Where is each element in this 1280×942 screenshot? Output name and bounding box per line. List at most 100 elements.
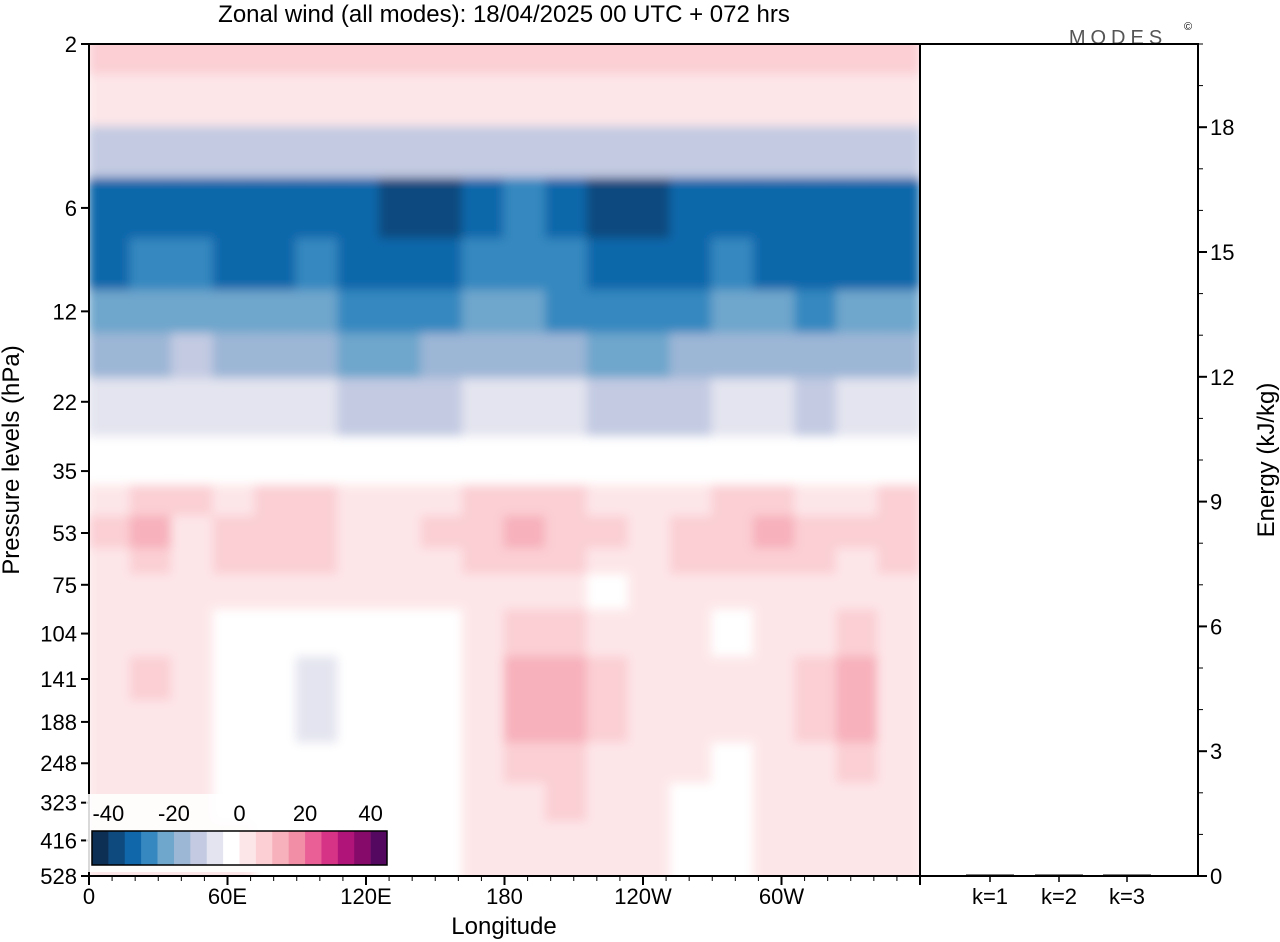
field-cell [752, 700, 797, 744]
field-cell [129, 289, 174, 334]
field-cell [337, 700, 381, 744]
field-cell [337, 332, 381, 379]
field-cell [129, 238, 174, 291]
y-tick-label: 141 [40, 667, 77, 692]
field-cell [877, 515, 920, 550]
field-cell [711, 332, 755, 379]
field-cell [89, 609, 132, 658]
field-cell [171, 515, 215, 550]
field-cell [461, 858, 506, 876]
field-cell [794, 126, 838, 179]
field-cell [835, 821, 880, 860]
field-cell [877, 436, 920, 486]
field-cell [545, 436, 589, 486]
energy-category-label: k=3 [1109, 884, 1145, 909]
field-cell [752, 126, 797, 179]
field-cell [171, 609, 215, 658]
field-cell [835, 332, 880, 379]
field-cell [545, 289, 589, 334]
y-tick-label: 6 [65, 196, 77, 221]
field-cell [129, 742, 174, 784]
field-cell [752, 821, 797, 860]
field-cell [378, 742, 423, 784]
colorbar-tick-label: -40 [92, 801, 124, 826]
energy-axis-label: Energy (kJ/kg) [1253, 383, 1280, 538]
field-cell [129, 515, 174, 550]
field-cell [711, 289, 755, 334]
field-cell [877, 332, 920, 379]
energy-category-label: k=2 [1041, 884, 1077, 909]
field-cell [669, 858, 714, 876]
field-cell [545, 484, 589, 517]
field-cell [545, 332, 589, 379]
field-cell [171, 574, 215, 611]
field-cell [420, 177, 464, 240]
field-cell [378, 548, 423, 576]
field-cell [794, 656, 838, 702]
field-cell [89, 126, 132, 179]
y-tick-label: 35 [53, 459, 77, 484]
field-cell [337, 378, 381, 438]
energy-tick-label: 15 [1210, 240, 1234, 265]
field-cell [461, 332, 506, 379]
field-cell [586, 332, 631, 379]
field-cell [129, 548, 174, 576]
field-cell [545, 783, 589, 823]
field-cell [628, 44, 672, 76]
field-cell [586, 742, 631, 784]
field-cell [129, 332, 174, 379]
field-cell [420, 742, 464, 784]
field-cell [752, 44, 797, 76]
field-cell [171, 44, 215, 76]
field-cell [669, 700, 714, 744]
field-cell [89, 656, 132, 702]
energy-tick-label: 9 [1210, 490, 1222, 515]
field-cell [835, 515, 880, 550]
field-cell [669, 609, 714, 658]
colorbar-swatch [305, 831, 322, 865]
field-cell [378, 238, 423, 291]
field-cell [794, 515, 838, 550]
field-cell [794, 74, 838, 127]
longitude-axis: 0 60E 120E 180 120W 60W [83, 876, 921, 909]
colorbar-swatch [370, 831, 388, 865]
field-cell [212, 126, 257, 179]
field-cell [503, 609, 547, 658]
field-cell [461, 126, 506, 179]
field-cell [503, 238, 547, 291]
field-cell [295, 126, 340, 179]
y-tick-label: 248 [40, 751, 77, 776]
field-cell [586, 858, 631, 876]
field-cell [545, 126, 589, 179]
field-cell [461, 656, 506, 702]
field-cell [254, 289, 298, 334]
field-cell [835, 436, 880, 486]
field-cell [711, 858, 755, 876]
colorbar-swatch [223, 831, 240, 865]
field-cell [794, 177, 838, 240]
field-cell [835, 548, 880, 576]
field-cell [254, 548, 298, 576]
field-cell [711, 44, 755, 76]
field-cell [420, 609, 464, 658]
colorbar-swatch [272, 831, 289, 865]
field-cell [171, 656, 215, 702]
field-cell [752, 742, 797, 784]
field-cell [669, 742, 714, 784]
field-cell [378, 44, 423, 76]
field-cell [586, 609, 631, 658]
field-cell [794, 821, 838, 860]
field-cell [752, 378, 797, 438]
energy-tick-label: 6 [1210, 614, 1222, 639]
field-cell [586, 783, 631, 823]
field-cell [669, 548, 714, 576]
field-cell [254, 484, 298, 517]
field-cell [337, 74, 381, 127]
field-cell [420, 126, 464, 179]
field-cell [461, 238, 506, 291]
field-cell [254, 574, 298, 611]
field-cell [337, 436, 381, 486]
field-cell [628, 821, 672, 860]
field-cell [420, 656, 464, 702]
field-cell [254, 436, 298, 486]
